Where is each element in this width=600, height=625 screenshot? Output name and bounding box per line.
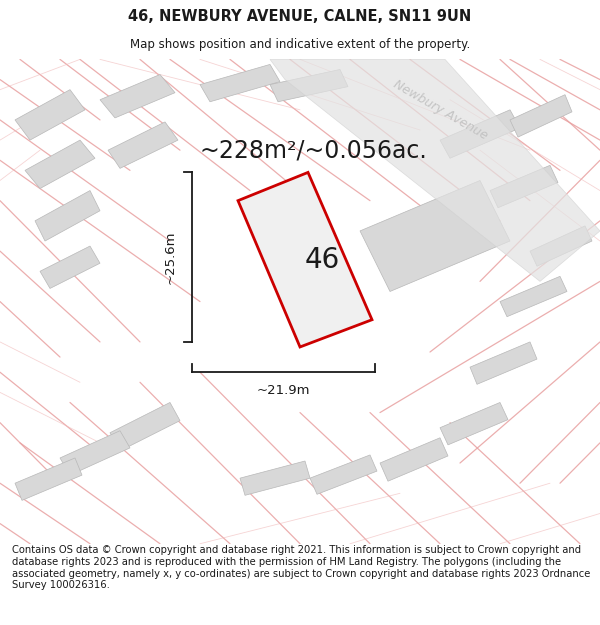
Text: ~25.6m: ~25.6m <box>163 231 176 284</box>
Polygon shape <box>440 110 520 158</box>
Polygon shape <box>100 74 175 118</box>
Polygon shape <box>35 191 100 241</box>
Polygon shape <box>15 458 82 501</box>
Polygon shape <box>380 438 448 481</box>
Polygon shape <box>240 461 310 495</box>
Polygon shape <box>470 342 537 384</box>
Polygon shape <box>25 140 95 189</box>
Polygon shape <box>530 226 592 266</box>
Polygon shape <box>360 181 510 291</box>
Polygon shape <box>40 246 100 289</box>
Polygon shape <box>200 64 280 102</box>
Polygon shape <box>490 166 558 208</box>
Polygon shape <box>110 402 180 451</box>
Polygon shape <box>60 431 130 475</box>
Text: Newbury Avenue: Newbury Avenue <box>391 78 490 142</box>
Text: 46, NEWBURY AVENUE, CALNE, SN11 9UN: 46, NEWBURY AVENUE, CALNE, SN11 9UN <box>128 9 472 24</box>
Polygon shape <box>270 59 600 281</box>
Polygon shape <box>15 89 85 140</box>
Polygon shape <box>270 69 348 102</box>
Polygon shape <box>310 455 377 494</box>
Polygon shape <box>238 173 372 347</box>
Text: Map shows position and indicative extent of the property.: Map shows position and indicative extent… <box>130 38 470 51</box>
Polygon shape <box>500 276 567 317</box>
Text: ~21.9m: ~21.9m <box>257 384 310 397</box>
Text: ~228m²/~0.056ac.: ~228m²/~0.056ac. <box>200 138 428 162</box>
Text: 46: 46 <box>305 246 340 274</box>
Polygon shape <box>440 402 508 445</box>
Text: Contains OS data © Crown copyright and database right 2021. This information is : Contains OS data © Crown copyright and d… <box>12 546 590 590</box>
Polygon shape <box>108 122 178 168</box>
Polygon shape <box>510 95 572 137</box>
